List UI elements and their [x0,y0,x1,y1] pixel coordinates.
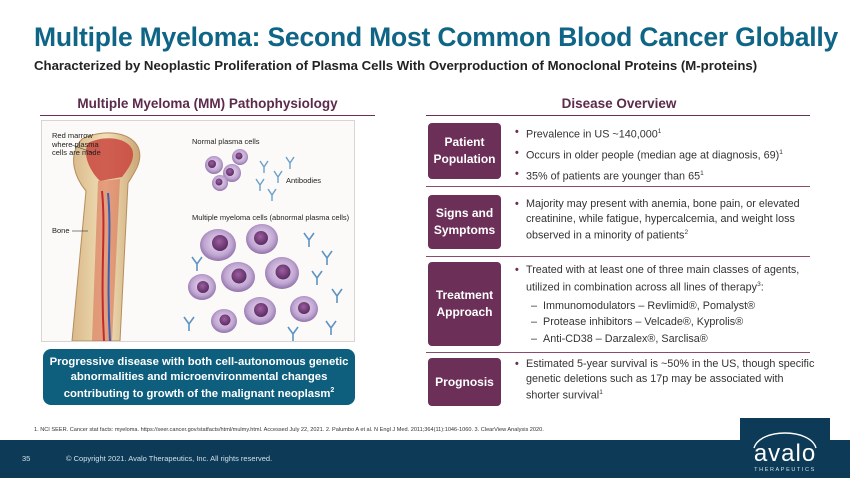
pathophysiology-callout: Progressive disease with both cell-auton… [43,349,355,405]
bullet-item: Occurs in older people (median age at di… [515,146,815,163]
label-bone: Bone [52,226,70,235]
logo-wordmark: avalo [753,440,817,467]
row-treatment-approach: Treatment Approach Treated with at least… [426,260,810,350]
bullet-item: Prevalence in US ~140,0001 [515,125,815,142]
sub-bullet-item: Anti-CD38 – Darzalex®, Sarclisa® [515,332,815,347]
row-separator [426,352,810,353]
bullet-item: Treated with at least one of three main … [515,263,815,295]
row-separator [426,256,810,257]
bullets-signs-symptoms: Majority may present with anemia, bone p… [515,197,815,247]
bone-and-cells-drawing [71,132,343,341]
right-panel-header: Disease Overview [561,96,677,111]
sub-bullet-item: Protease inhibitors – Velcade®, Kyprolis… [515,315,815,330]
slide-subtitle: Characterized by Neoplastic Proliferatio… [34,58,758,73]
tag-patient-population: Patient Population [428,123,501,179]
tag-treatment-approach: Treatment Approach [428,262,501,346]
bullet-item: Estimated 5-year survival is ~50% in the… [515,357,815,403]
label-red-marrow: Red marrow where plasma cells are made [52,131,101,157]
page-number: 35 [22,454,31,463]
pathophysiology-illustration: Red marrow where plasma cells are made B… [41,120,355,342]
tag-prognosis: Prognosis [428,358,501,406]
bullets-patient-population: Prevalence in US ~140,0001 Occurs in old… [515,125,815,188]
bullet-item: 35% of patients are younger than 651 [515,167,815,184]
row-signs-symptoms: Signs and Symptoms Majority may present … [426,190,810,254]
label-antibodies: Antibodies [286,176,322,185]
label-normal-cells: Normal plasma cells [192,137,260,146]
logo-subtitle: THERAPEUTICS [754,467,816,473]
left-header-rule [40,115,375,116]
row-separator [426,186,810,187]
red-marrow-pointer [71,144,95,154]
left-panel-header: Multiple Myeloma (MM) Pathophysiology [77,96,338,111]
row-prognosis: Prognosis Estimated 5-year survival is ~… [426,356,814,408]
footer-bar: 35 © Copyright 2021. Avalo Therapeutics,… [0,418,850,478]
myeloma-cells [188,224,318,333]
bullet-item: Majority may present with anemia, bone p… [515,197,815,243]
row-patient-population: Patient Population Prevalence in US ~140… [426,120,810,184]
label-myeloma-cells: Multiple myeloma cells (abnormal plasma … [192,213,350,222]
avalo-logo: avalo THERAPEUTICS [740,418,830,478]
bullets-prognosis: Estimated 5-year survival is ~50% in the… [515,357,815,407]
normal-plasma-cells [205,149,248,191]
slide-title: Multiple Myeloma: Second Most Common Blo… [34,22,839,52]
sub-bullet-item: Immunomodulators – Revlimid®, Pomalyst® [515,299,815,314]
m-protein-glyphs [183,232,343,341]
copyright-text: © Copyright 2021. Avalo Therapeutics, In… [66,454,273,463]
bullets-treatment-approach: Treated with at least one of three main … [515,263,815,348]
antibodies-glyphs [255,156,295,201]
footnote-references: 1. NCI SEER. Cancer stat facts: myeloma.… [34,427,544,433]
logo-arc-icon [753,432,817,449]
right-header-rule [426,115,810,116]
tag-signs-symptoms: Signs and Symptoms [428,195,501,249]
